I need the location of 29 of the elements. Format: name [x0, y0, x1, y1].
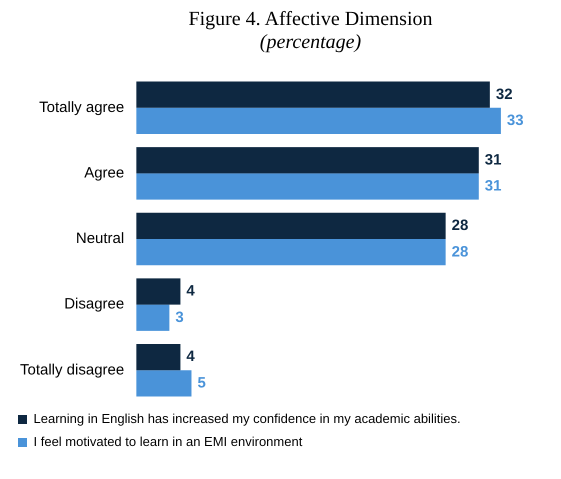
data-label: 4	[186, 348, 196, 366]
y-tick-label: Totally disagree	[20, 361, 124, 378]
data-label: 3	[175, 308, 184, 326]
legend-label: Learning in English has increased my confidence in my academic abilities.	[34, 411, 461, 426]
bar	[136, 108, 501, 134]
data-label: 31	[484, 178, 502, 195]
bar	[136, 212, 446, 239]
data-label: 28	[452, 243, 468, 260]
data-label: 33	[506, 112, 524, 130]
bar	[136, 344, 180, 370]
data-label: 28	[452, 217, 468, 234]
chart-subtitle: (percentage)	[258, 31, 362, 54]
y-tick-label: Disagree	[64, 296, 124, 313]
bar	[136, 82, 490, 108]
y-tick-label: Totally agree	[39, 98, 124, 116]
y-tick-label: Agree	[84, 164, 124, 182]
data-label: 31	[484, 151, 502, 168]
bar	[136, 304, 170, 331]
data-label: 4	[186, 282, 196, 300]
legend-label: I feel motivated to learn in an EMI environment	[34, 434, 303, 450]
y-tick-label: Neutral	[76, 230, 124, 248]
bar	[136, 147, 479, 174]
bar	[136, 278, 180, 305]
data-label: 5	[197, 374, 206, 392]
bar	[136, 370, 192, 396]
data-label: 32	[496, 86, 513, 103]
chart-title: Figure 4. Affective Dimension	[187, 8, 434, 31]
bar	[136, 239, 446, 266]
bar	[136, 173, 479, 200]
